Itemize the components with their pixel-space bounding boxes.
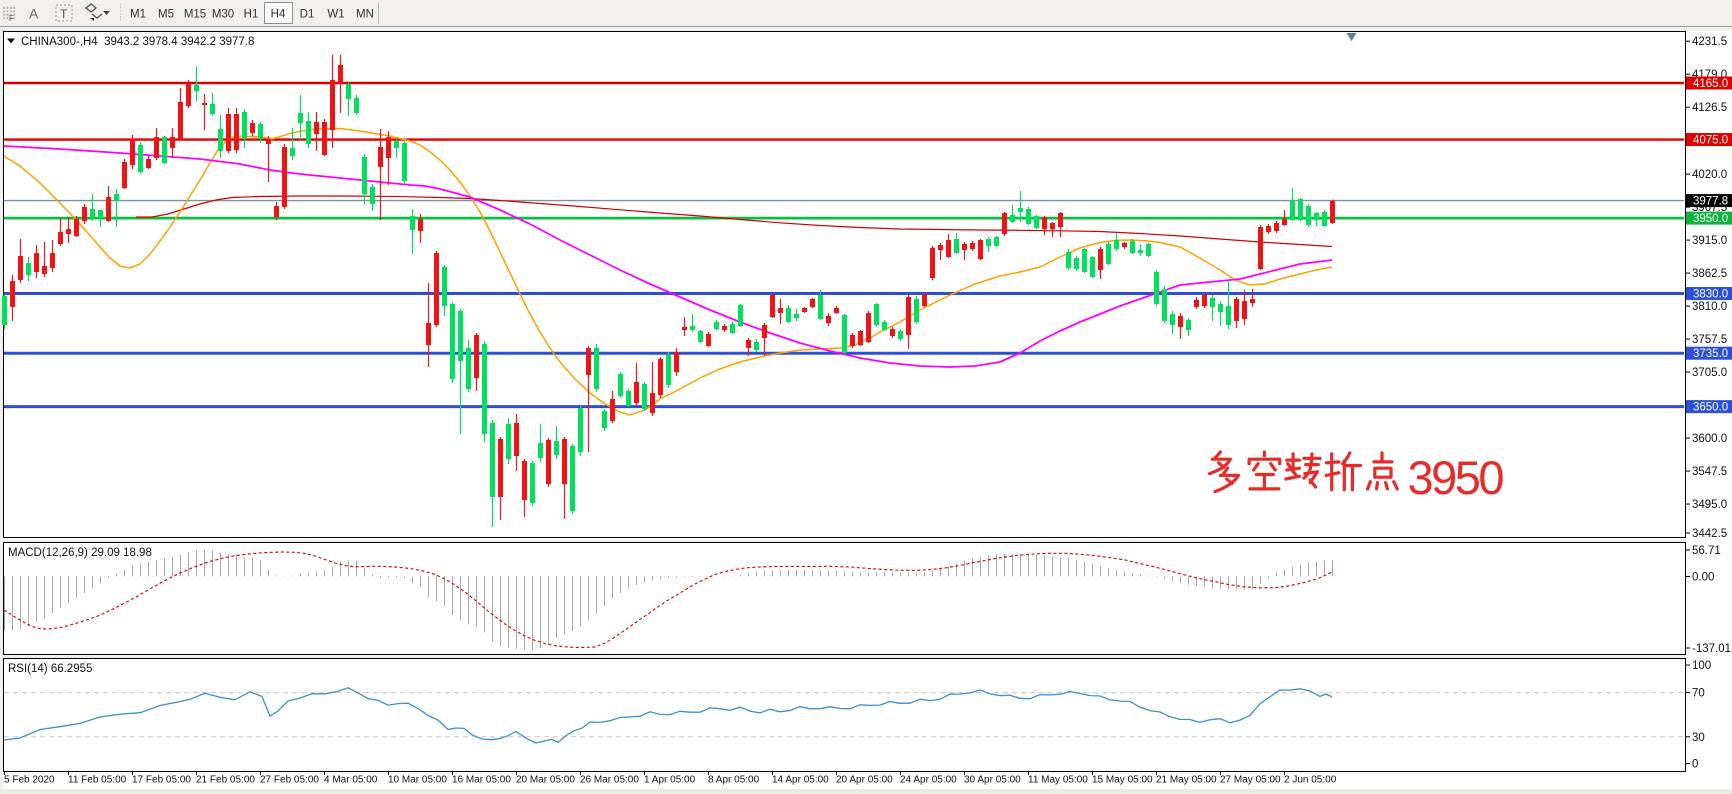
svg-text:4075.0: 4075.0	[1693, 135, 1728, 147]
svg-text:0: 0	[1692, 759, 1698, 771]
svg-text:3950: 3950	[1408, 451, 1504, 504]
svg-text:3650.0: 3650.0	[1693, 402, 1728, 414]
svg-text:20 Mar 05:00: 20 Mar 05:00	[516, 775, 575, 786]
svg-text:30 Apr 05:00: 30 Apr 05:00	[964, 775, 1021, 786]
svg-text:1 Apr 05:00: 1 Apr 05:00	[644, 775, 696, 786]
svg-text:16 Mar 05:00: 16 Mar 05:00	[452, 775, 511, 786]
svg-text:56.71: 56.71	[1692, 545, 1721, 557]
svg-text:D1: D1	[300, 9, 315, 21]
svg-text:20 Apr 05:00: 20 Apr 05:00	[836, 775, 893, 786]
svg-text:3950.0: 3950.0	[1693, 213, 1728, 225]
svg-text:3810.0: 3810.0	[1692, 301, 1727, 313]
svg-text:21 May 05:00: 21 May 05:00	[1156, 775, 1217, 786]
svg-text:70: 70	[1692, 688, 1705, 700]
svg-text:F: F	[9, 14, 14, 23]
svg-text:M15: M15	[184, 9, 206, 21]
svg-text:2 Jun 05:00: 2 Jun 05:00	[1284, 775, 1337, 786]
svg-text:11 May 05:00: 11 May 05:00	[1028, 775, 1088, 786]
svg-text:4020.0: 4020.0	[1692, 169, 1727, 181]
svg-text:8 Apr 05:00: 8 Apr 05:00	[708, 775, 760, 786]
svg-text:T: T	[60, 7, 68, 21]
svg-text:W1: W1	[327, 9, 344, 21]
svg-text:MN: MN	[356, 9, 374, 21]
svg-text:3977.8: 3977.8	[1693, 196, 1728, 208]
svg-text:17 Feb 05:00: 17 Feb 05:00	[132, 775, 191, 786]
svg-text:M1: M1	[130, 9, 146, 21]
svg-text:5 Feb 2020: 5 Feb 2020	[4, 775, 55, 786]
svg-text:24 Apr 05:00: 24 Apr 05:00	[900, 775, 957, 786]
svg-text:CHINA300-,H4 3943.2 3978.4 39: CHINA300-,H4 3943.2 3978.4 3942.2 3977.8	[21, 36, 254, 48]
svg-text:H4: H4	[271, 9, 286, 21]
svg-text:3442.5: 3442.5	[1692, 528, 1727, 540]
svg-text:3830.0: 3830.0	[1693, 289, 1728, 301]
svg-text:14 Apr 05:00: 14 Apr 05:00	[772, 775, 829, 786]
svg-text:100: 100	[1692, 660, 1711, 672]
svg-text:4231.5: 4231.5	[1692, 36, 1727, 48]
svg-text:11 Feb 05:00: 11 Feb 05:00	[68, 775, 127, 786]
svg-text:RSI(14) 66.2955: RSI(14) 66.2955	[8, 663, 92, 675]
svg-text:3705.0: 3705.0	[1692, 367, 1727, 379]
svg-text:10 Mar 05:00: 10 Mar 05:00	[388, 775, 447, 786]
svg-text:15 May 05:00: 15 May 05:00	[1092, 775, 1153, 786]
svg-text:3862.5: 3862.5	[1692, 268, 1727, 280]
svg-text:3547.5: 3547.5	[1692, 466, 1727, 478]
svg-text:27 Feb 05:00: 27 Feb 05:00	[260, 775, 319, 786]
svg-text:A: A	[29, 6, 39, 22]
svg-text:3600.0: 3600.0	[1692, 433, 1727, 445]
svg-text:26 Mar 05:00: 26 Mar 05:00	[580, 775, 639, 786]
svg-text:MACD(12,26,9) 29.09 18.98: MACD(12,26,9) 29.09 18.98	[8, 547, 152, 559]
svg-text:21 Feb 05:00: 21 Feb 05:00	[196, 775, 255, 786]
svg-text:27 May 05:00: 27 May 05:00	[1220, 775, 1281, 786]
svg-text:3915.0: 3915.0	[1692, 235, 1727, 247]
svg-text:30: 30	[1692, 732, 1705, 744]
svg-text:3495.0: 3495.0	[1692, 499, 1727, 511]
svg-text:4126.5: 4126.5	[1692, 102, 1727, 114]
svg-text:M5: M5	[158, 9, 174, 21]
svg-text:-137.01: -137.01	[1692, 643, 1731, 655]
svg-text:4165.0: 4165.0	[1693, 78, 1728, 90]
svg-text:M30: M30	[212, 9, 234, 21]
svg-text:3735.0: 3735.0	[1693, 348, 1728, 360]
svg-text:0.00: 0.00	[1692, 571, 1714, 583]
svg-text:4 Mar 05:00: 4 Mar 05:00	[324, 775, 378, 786]
svg-text:H1: H1	[244, 9, 259, 21]
svg-text:3757.5: 3757.5	[1692, 334, 1727, 346]
